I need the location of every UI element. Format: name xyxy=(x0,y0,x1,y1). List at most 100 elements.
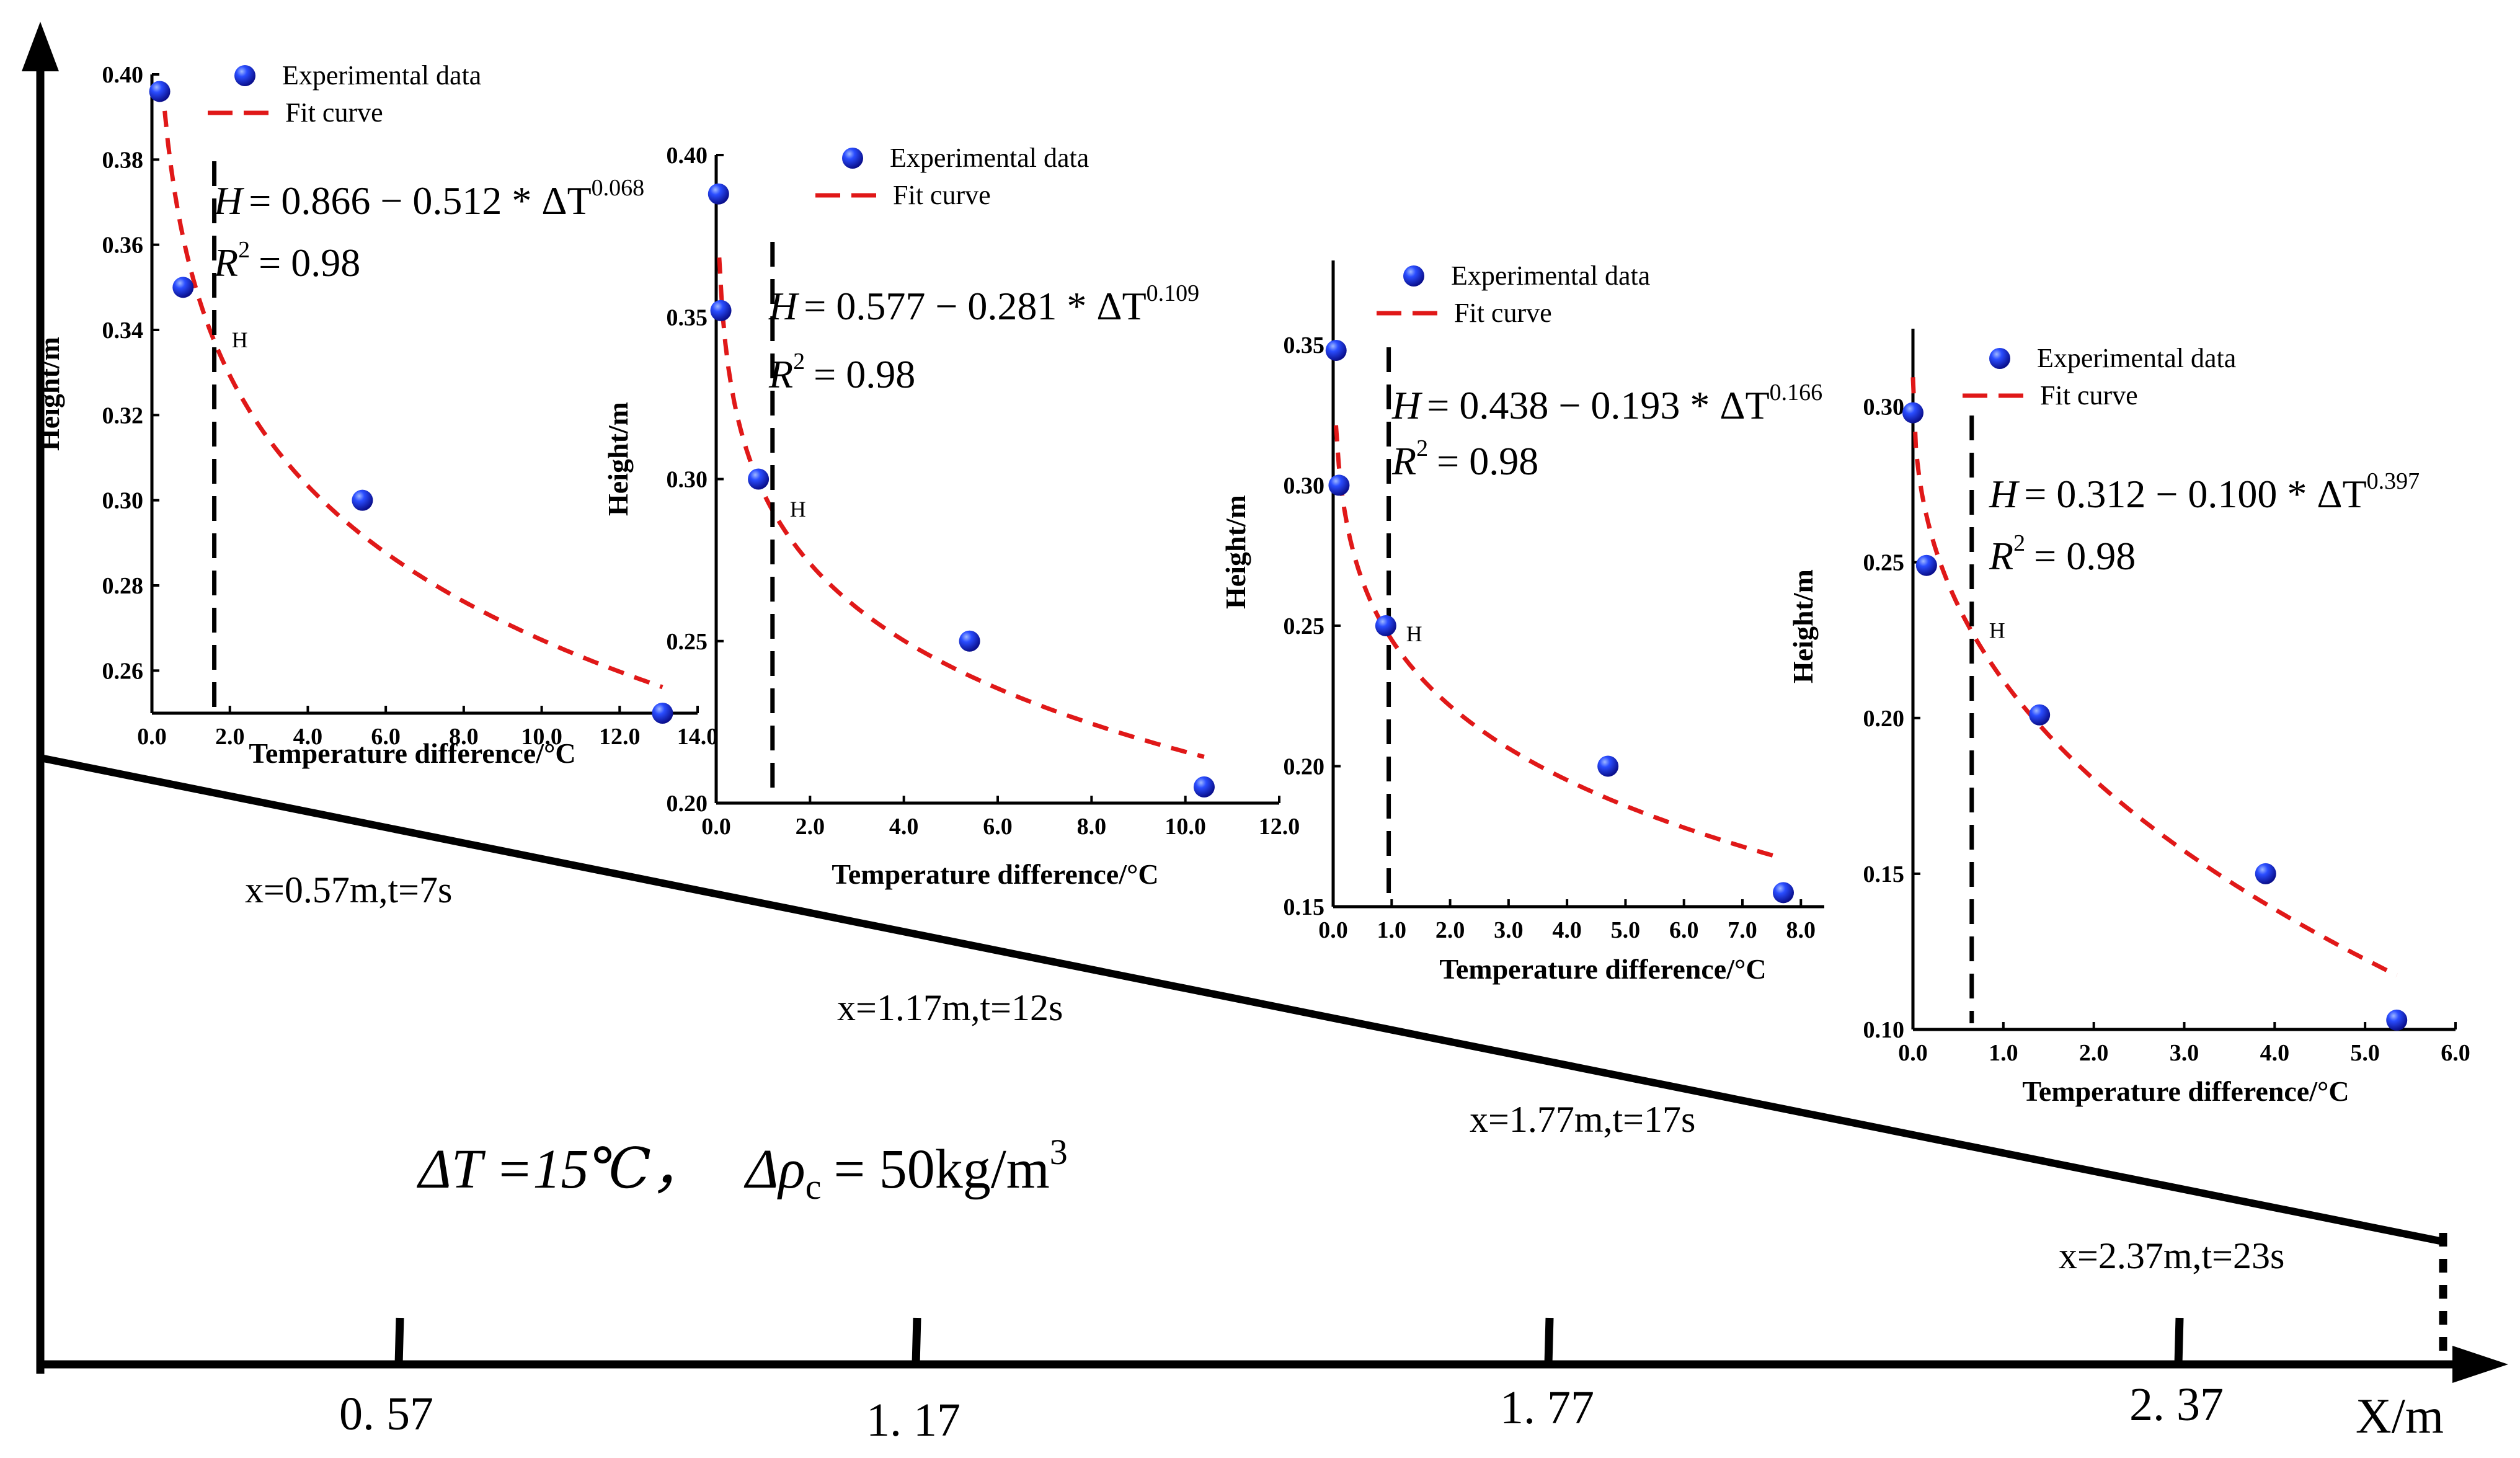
equation-lhs: H xyxy=(768,284,800,328)
inset-x-tick-label: 3.0 xyxy=(2170,1040,2199,1066)
inset-x-tick-label: 3.0 xyxy=(1494,917,1524,943)
fit-equation: H = 0.312 − 0.100 * ΔT0.397 xyxy=(1989,468,2420,516)
legend-label-fit: Fit curve xyxy=(1454,298,1552,328)
condition-drho-sub: c xyxy=(805,1167,822,1207)
inset-y-tick-label: 0.30 xyxy=(102,488,144,514)
data-point xyxy=(959,630,980,652)
inset-y-axis-label: Height/m xyxy=(1787,569,1819,683)
condition-label: ΔT =15℃， Δρc = 50kg/m3 xyxy=(417,1132,1068,1207)
equation-exponent: 0.109 xyxy=(1147,280,1200,306)
equation-lhs: H xyxy=(213,179,245,223)
inset-y-tick-label: 0.30 xyxy=(1284,473,1325,499)
inset-y-axis-label: Height/m xyxy=(1220,495,1251,609)
r-squared-exponent: 2 xyxy=(2013,530,2025,556)
interface-line xyxy=(39,754,2444,1245)
legend-marker-points xyxy=(842,148,863,169)
inset-chart-2: 0.0 2.0 4.0 6.0 8.0 10.0 12.0 0.20 0.25 0.30 0.35 0… xyxy=(602,143,1300,890)
inset-y-tick-label: 0.28 xyxy=(102,573,144,599)
data-point xyxy=(172,277,194,298)
inset-x-tick-label: 2.0 xyxy=(215,724,245,750)
equation-rhs: = 0.866 − 0.512 * ΔT xyxy=(249,179,591,223)
inset-x-tick-label: 14.0 xyxy=(677,724,719,750)
r-squared-symbol: R xyxy=(768,352,793,396)
x-axis-label: X/m xyxy=(2356,1389,2444,1444)
h-marker-label: H xyxy=(1406,621,1422,646)
inset-x-tick-label: 12.0 xyxy=(1259,814,1300,840)
legend-label-fit: Fit curve xyxy=(893,180,991,210)
fit-equation: H = 0.577 − 0.281 * ΔT0.109 xyxy=(768,280,1199,328)
inset-x-axis-label: Temperature difference/°C xyxy=(2022,1075,2349,1107)
x-tick-label: 1. 77 xyxy=(1500,1382,1594,1434)
legend-marker-points xyxy=(1989,348,2010,369)
inset-x-tick-label: 0.0 xyxy=(1318,917,1348,943)
data-point xyxy=(1597,755,1619,777)
inset-x-tick-label: 6.0 xyxy=(983,814,1013,840)
condition-dt: ΔT =15℃， xyxy=(417,1139,707,1200)
condition-drho-value: = 50kg/m xyxy=(833,1139,1049,1200)
r-squared-exponent: 2 xyxy=(793,349,805,375)
inset-y-tick-label: 0.25 xyxy=(1284,613,1325,639)
inset-y-tick-label: 0.35 xyxy=(667,304,708,331)
equation-rhs: = 0.438 − 0.193 * ΔT xyxy=(1427,383,1769,427)
x-tick-label: 1. 17 xyxy=(866,1394,961,1446)
inset-x-tick-label: 10.0 xyxy=(1165,814,1206,840)
data-point xyxy=(352,489,373,511)
data-point xyxy=(149,81,171,102)
main-y-axis-arrow xyxy=(22,22,59,71)
inset-x-tick-label: 1.0 xyxy=(1377,917,1407,943)
equation-lhs: H xyxy=(1391,383,1423,427)
r-squared-value: = 0.98 xyxy=(814,352,915,396)
inset-y-tick-label: 0.30 xyxy=(1863,394,1905,420)
r-squared-symbol: R xyxy=(213,241,238,285)
inset-y-tick-label: 0.15 xyxy=(1284,894,1325,920)
inset-y-tick-label: 0.25 xyxy=(667,629,708,655)
inset-x-tick-label: 4.0 xyxy=(2260,1040,2290,1066)
data-point xyxy=(2255,863,2276,884)
inset-x-tick-label: 5.0 xyxy=(2350,1040,2380,1066)
legend-label-points: Experimental data xyxy=(282,60,481,91)
data-point xyxy=(710,300,732,321)
inset-x-tick-label: 8.0 xyxy=(449,724,479,750)
data-point xyxy=(1193,776,1215,798)
inset-x-tick-label: 12.0 xyxy=(599,724,641,750)
inset-x-tick-label: 4.0 xyxy=(889,814,919,840)
r-squared-value: = 0.98 xyxy=(1437,439,1538,483)
equation-exponent: 0.397 xyxy=(2367,468,2420,494)
inset-x-tick-label: 4.0 xyxy=(293,724,323,750)
inset-y-tick-label: 0.40 xyxy=(667,143,708,169)
h-marker-label: H xyxy=(1989,618,2005,643)
data-point xyxy=(2029,704,2051,726)
data-point xyxy=(708,183,729,205)
inset-x-tick-label: 6.0 xyxy=(1669,917,1699,943)
r-squared: R2 = 0.98 xyxy=(768,349,915,396)
inset-x-tick-label: 8.0 xyxy=(1077,814,1107,840)
inset-x-tick-label: 2.0 xyxy=(796,814,825,840)
fit-equation: H = 0.866 − 0.512 * ΔT0.068 xyxy=(213,175,644,223)
inset-y-tick-label: 0.32 xyxy=(102,402,144,429)
r-squared: R2 = 0.98 xyxy=(213,237,360,285)
inset-x-tick-label: 2.0 xyxy=(1435,917,1465,943)
r-squared: R2 = 0.98 xyxy=(1989,530,2136,578)
inset-y-tick-label: 0.10 xyxy=(1863,1017,1905,1043)
x-tick-label: 0. 57 xyxy=(339,1388,433,1440)
data-point xyxy=(1915,554,1937,576)
inset-y-tick-label: 0.20 xyxy=(667,791,708,817)
position-label: x=2.37m,t=23s xyxy=(2059,1235,2284,1276)
legend-label-fit: Fit curve xyxy=(285,97,383,128)
x-tick-mark xyxy=(912,1317,921,1365)
h-marker-label: H xyxy=(790,497,806,522)
inset-y-tick-label: 0.25 xyxy=(1863,550,1905,576)
equation-exponent: 0.068 xyxy=(592,175,645,201)
fit-curve xyxy=(162,110,663,690)
inset-x-tick-label: 7.0 xyxy=(1728,917,1757,943)
inset-x-tick-label: 0.0 xyxy=(1898,1040,1928,1066)
data-point xyxy=(1328,474,1350,496)
position-label: x=1.77m,t=17s xyxy=(1470,1099,1695,1140)
equation-lhs: H xyxy=(1989,472,2020,516)
inset-y-tick-label: 0.30 xyxy=(667,467,708,493)
inset-y-tick-label: 0.36 xyxy=(102,233,144,259)
equation-rhs: = 0.577 − 0.281 * ΔT xyxy=(804,284,1146,328)
data-point xyxy=(2386,1009,2408,1031)
main-axes xyxy=(22,22,2508,1383)
